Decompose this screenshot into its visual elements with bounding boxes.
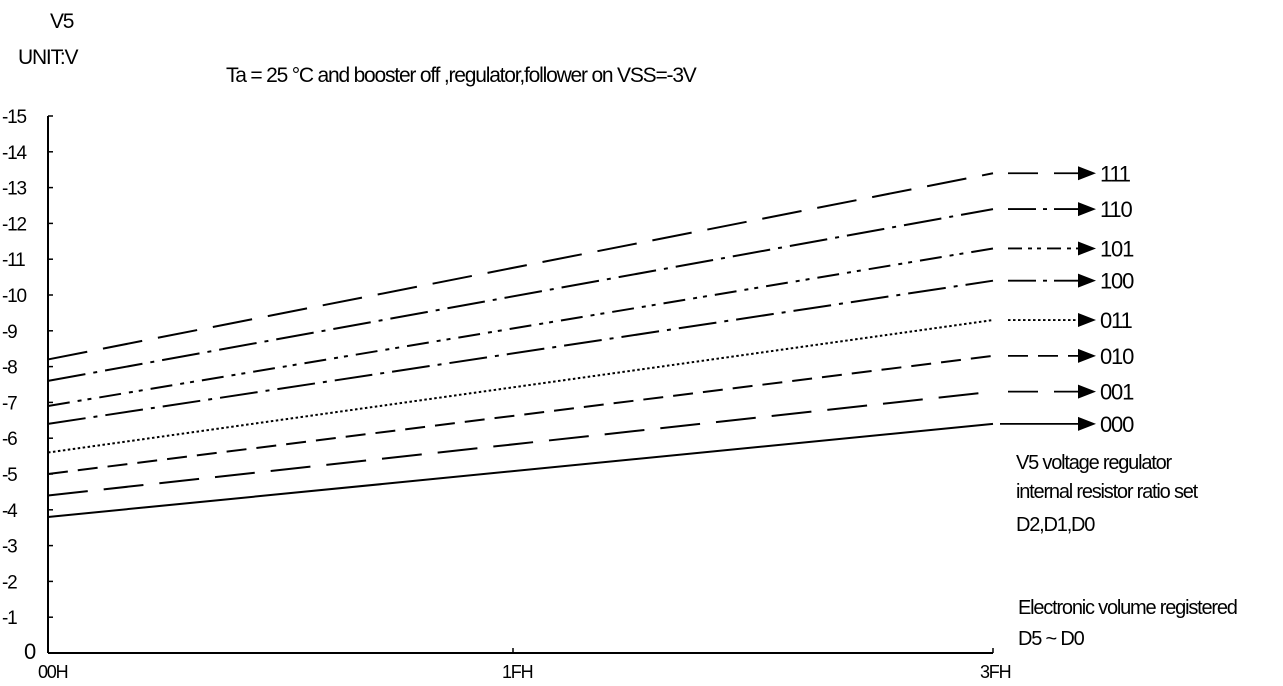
y-tick-label: -14 xyxy=(2,143,27,164)
legend-arrowhead xyxy=(1078,202,1096,217)
y-tick-label: -11 xyxy=(2,250,25,271)
x-tick-label: 00H xyxy=(38,662,68,682)
series-line xyxy=(47,319,994,454)
x-axis-note-line-1: Electronic volume registered xyxy=(1018,597,1238,619)
legend-label: 111 xyxy=(1100,161,1131,186)
x-tick-label: 1FH xyxy=(502,662,533,682)
legend-label: 110 xyxy=(1100,197,1132,222)
legend-arrowhead xyxy=(1078,384,1096,399)
y-tick-label: -13 xyxy=(2,179,26,200)
y-tick-label: 0 xyxy=(24,639,36,664)
legend-arrowhead xyxy=(1078,348,1096,363)
y-tick-label: -3 xyxy=(2,537,17,558)
series-line xyxy=(47,247,994,407)
series-line xyxy=(47,208,994,382)
legend-arrowhead xyxy=(1078,313,1096,328)
y-tick-label: -10 xyxy=(2,286,26,307)
legend-title-line-1: V5 voltage regulator xyxy=(1016,452,1172,474)
legend-label: 101 xyxy=(1100,236,1134,261)
series-group: 000 xyxy=(47,412,1135,518)
series-group: 001 xyxy=(47,380,1135,497)
series-group: 101 xyxy=(47,236,1135,407)
chart-title: Ta = 25 °C and booster off ,regulator,fo… xyxy=(226,64,697,87)
y-tick-label: -6 xyxy=(2,429,17,450)
series-group: 100 xyxy=(47,269,1135,425)
legend-arrowhead xyxy=(1078,166,1096,181)
y-tick-label: -5 xyxy=(2,465,17,486)
x-tick-label: 3FH xyxy=(980,662,1011,682)
legend-label: 001 xyxy=(1100,380,1134,405)
y-tick-label: -9 xyxy=(2,322,17,343)
y-tick-label: -15 xyxy=(2,107,26,128)
legend-title-line-3: D2,D1,D0 xyxy=(1016,514,1095,536)
legend-label: 100 xyxy=(1100,269,1134,294)
legend-label: 011 xyxy=(1100,308,1132,333)
series-group: 010 xyxy=(47,344,1135,475)
series-line xyxy=(47,390,994,497)
y-tick-label: -4 xyxy=(2,501,18,522)
series-line xyxy=(47,354,994,475)
y-tick-label: -7 xyxy=(2,393,17,414)
legend-arrowhead xyxy=(1078,416,1096,431)
series-line xyxy=(47,172,994,361)
legend-label: 000 xyxy=(1100,412,1134,437)
y-tick-label: -2 xyxy=(2,572,17,593)
legend-arrowhead xyxy=(1078,273,1096,288)
y-axis-unit: UNIT:V xyxy=(18,46,79,69)
legend-arrowhead xyxy=(1078,241,1096,256)
series-group: 011 xyxy=(47,308,1134,454)
series-line xyxy=(47,279,994,425)
y-tick-label: -1 xyxy=(2,608,17,629)
y-axis-label: V5 xyxy=(50,10,75,33)
y-tick-label: -8 xyxy=(2,358,17,379)
series-group: 110 xyxy=(47,197,1134,382)
y-tick-label: -12 xyxy=(2,214,26,235)
series-group: 111 xyxy=(47,161,1132,361)
legend-title-line-2: internal resistor ratio set xyxy=(1016,481,1198,503)
series-line xyxy=(47,422,994,518)
legend-label: 010 xyxy=(1100,344,1134,369)
x-axis-note-line-2: D5 ~ D0 xyxy=(1018,628,1085,650)
